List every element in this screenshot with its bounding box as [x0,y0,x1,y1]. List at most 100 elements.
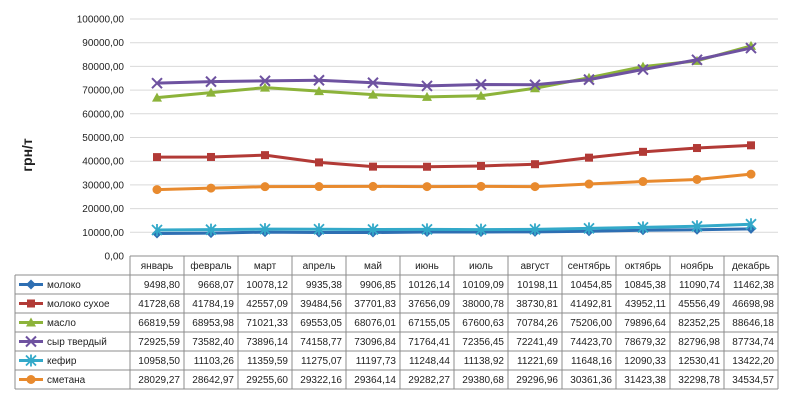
data-point [153,153,161,162]
x-tick-label: октябрь [625,260,662,272]
series-line [156,172,752,192]
y-tick-label: 50000,00 [82,133,124,144]
x-tick-label: январь [141,261,173,272]
data-point [314,182,324,192]
data-point [259,223,271,236]
data-label: 41492,81 [570,299,612,310]
data-point [313,74,325,86]
data-label: 9935,38 [306,280,343,291]
y-tick-label: 10000,00 [82,228,124,239]
data-label: 87734,74 [732,337,774,348]
data-point [206,87,216,97]
data-label: 72356,45 [462,337,504,348]
data-point [152,92,162,102]
data-label: 28029,27 [138,375,180,386]
data-point [421,80,433,92]
data-label: 46698,98 [732,299,774,310]
legend-key-сметана [19,375,43,384]
data-label: 11648,16 [571,356,612,367]
data-label: 11197,73 [356,356,397,367]
data-point [423,162,431,171]
series-масло [152,40,756,102]
data-point [314,86,324,96]
data-label: 70784,26 [516,318,558,329]
data-label: 10454,85 [570,280,612,291]
data-point [367,223,379,236]
legend-label: масло [47,318,76,329]
data-label: 82796,98 [678,337,720,348]
data-label: 11221,69 [517,356,558,367]
data-point [259,75,271,87]
data-point [205,223,217,236]
data-label: 29296,96 [516,375,558,386]
data-point [475,223,487,236]
data-point [529,223,541,236]
series-line [156,227,752,235]
x-tick-label: февраль [190,260,231,272]
legend-label: молоко [47,280,81,291]
data-label: 88646,18 [732,318,774,329]
data-label: 11090,74 [679,280,720,291]
series-line [156,44,752,100]
y-tick-label: 20000,00 [82,204,124,215]
data-point [313,223,325,236]
data-label: 12530,41 [678,356,720,367]
data-label: 13422,20 [732,356,774,367]
legend-key-молоко-сухое [19,299,43,308]
data-point [26,317,36,327]
data-point [584,179,594,189]
data-label: 38730,81 [516,299,558,310]
data-label: 68953,98 [192,318,234,329]
legend-label: сметана [47,375,86,386]
data-point [151,77,163,89]
data-point [637,63,649,76]
y-tick-label: 0,00 [105,252,125,263]
data-point [261,151,269,160]
x-tick-label: декабрь [732,260,770,272]
data-point [745,218,757,231]
data-label: 10845,38 [624,280,666,291]
x-tick-label: сентябрь [568,260,611,272]
data-point [475,78,487,91]
legend-label: сыр твердый [47,337,107,348]
data-label: 45556,49 [678,299,720,310]
data-point [422,91,432,101]
legend-key-кефир [19,354,43,367]
data-point [477,161,485,170]
data-point [637,221,649,234]
data-label: 73096,84 [354,337,396,348]
data-label: 37701,83 [354,299,396,310]
data-table: январь февраль март апрель май июнь июль август… [14,255,779,390]
y-tick-label: 80000,00 [82,62,124,73]
y-tick-label: 100000,00 [77,15,125,26]
data-label: 29282,27 [408,375,450,386]
series-line [156,46,752,88]
data-label: 11462,38 [733,280,774,291]
data-label: 10126,14 [408,280,450,291]
y-tick-label: 90000,00 [82,38,124,49]
data-label: 9498,80 [144,280,181,291]
data-label: 11248,44 [409,356,450,367]
data-label: 9906,85 [360,280,397,291]
data-point [746,169,756,179]
data-label: 74423,70 [570,337,612,348]
data-label: 72241,49 [516,337,558,348]
data-point [26,375,36,384]
data-label: 32298,78 [678,375,720,386]
data-point [205,75,217,88]
data-point [152,185,162,195]
data-label: 11138,92 [464,356,505,367]
data-point [369,162,377,171]
data-point [207,152,215,161]
data-point [368,89,378,99]
data-label: 10958,50 [138,356,180,367]
data-label: 30361,36 [570,375,612,386]
data-point [368,181,378,191]
data-label: 41728,68 [138,299,180,310]
data-point [747,141,755,150]
data-point [25,354,37,367]
data-point [638,177,648,187]
data-label: 75206,00 [570,318,612,329]
data-point [529,79,541,91]
x-tick-label: март [254,261,277,272]
